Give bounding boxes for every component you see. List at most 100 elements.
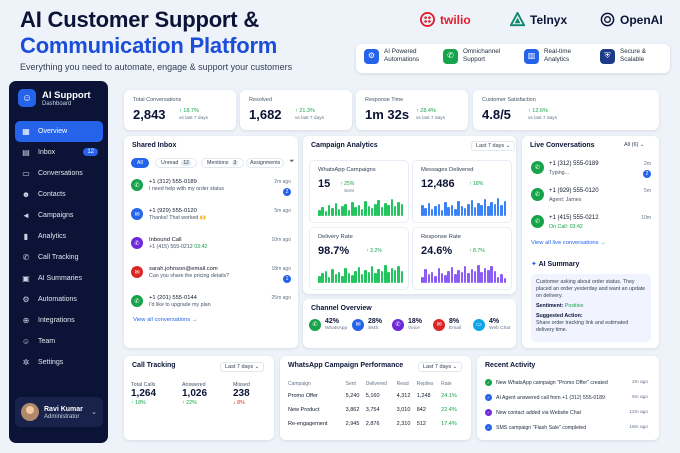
live-conversation-item[interactable]: ✆ +1 (929) 555-0120 Agent: James 5m bbox=[531, 188, 651, 218]
spark-bar bbox=[324, 211, 328, 216]
metric-value: 15 bbox=[318, 178, 331, 190]
sidebar-item-conversations[interactable]: ▭ Conversations bbox=[15, 163, 103, 184]
user-menu[interactable]: Ravi Kumar Administrator ⌄ bbox=[15, 397, 103, 427]
spark-bar bbox=[460, 272, 464, 283]
sidebar-item-label: Conversations bbox=[38, 170, 83, 177]
spark-bar bbox=[500, 205, 503, 216]
live-conversation-item[interactable]: ✆ +1 (415) 555-0212 On Call: 03:42 10m bbox=[531, 215, 651, 245]
spark-bar bbox=[450, 267, 454, 283]
spark-bar bbox=[483, 268, 487, 283]
view-all-live-link[interactable]: View all live conversations → bbox=[531, 240, 606, 246]
spark-bar bbox=[354, 271, 357, 283]
spark-bar bbox=[367, 272, 370, 283]
sidebar-item-team[interactable]: ☺ Team bbox=[15, 331, 103, 352]
spark-bar bbox=[380, 271, 384, 283]
sidebar-item-label: Team bbox=[38, 338, 56, 345]
inbox-count-badge: 12 bbox=[83, 148, 98, 156]
sidebar-item-ai-summaries[interactable]: ▣ AI Summaries bbox=[15, 268, 103, 289]
spark-bar bbox=[473, 271, 477, 283]
sidebar-item-inbox[interactable]: ▤ Inbox 12 bbox=[15, 142, 103, 163]
calls-value: 1,026 bbox=[182, 388, 208, 399]
filter-unread[interactable]: Unread 12 bbox=[155, 158, 197, 168]
sidebar-item-settings[interactable]: ✲ Settings bbox=[15, 352, 103, 373]
panel-title: Campaign Analytics bbox=[311, 142, 378, 149]
panel-title: Recent Activity bbox=[485, 362, 536, 369]
sidebar-item-automations[interactable]: ⚙ Automations bbox=[15, 289, 103, 310]
metric-label: Response Rate bbox=[421, 234, 461, 240]
sidebar-item-overview[interactable]: ▦ Overview bbox=[15, 121, 103, 142]
list-item[interactable]: ✉ sarah.johnson@email.com Can you share t… bbox=[131, 265, 291, 291]
column-header: Replies bbox=[416, 381, 434, 387]
call-duration: 03:42 bbox=[194, 244, 208, 250]
filter-mentions[interactable]: Mentions 3 bbox=[201, 158, 245, 168]
spark-bar bbox=[437, 204, 440, 216]
plug-icon: ⊕ bbox=[22, 316, 30, 325]
spark-bar bbox=[337, 272, 341, 283]
spark-bar bbox=[473, 207, 477, 216]
sms-icon: ✓ bbox=[485, 424, 492, 431]
sidebar-item-call-tracking[interactable]: ✆ Call Tracking bbox=[15, 247, 103, 268]
sidebar-item-label: Integrations bbox=[38, 317, 75, 324]
channel-whatsapp: ✆ 42% WhatsApp bbox=[309, 318, 347, 331]
list-item[interactable]: ✉ +1 (929) 555-0120 Thanks! That worked 🙌… bbox=[131, 207, 291, 233]
robot-logo-icon: ☺ bbox=[18, 89, 36, 107]
spark-bar bbox=[480, 272, 483, 283]
spark-bar bbox=[327, 205, 331, 216]
spark-bar bbox=[440, 210, 444, 216]
sidebar-item-integrations[interactable]: ⊕ Integrations bbox=[15, 310, 103, 331]
channel-name: Voice bbox=[408, 326, 420, 331]
activity-item[interactable]: ✓ AI Agent answered call from +1 (312) 55… bbox=[485, 392, 648, 403]
spark-bar bbox=[377, 269, 380, 283]
perf-range-select[interactable]: Last 7 days ⌄ bbox=[418, 362, 463, 372]
calls-range-select[interactable]: Last 7 days ⌄ bbox=[220, 362, 265, 372]
sidebar-item-analytics[interactable]: ▮ Analytics bbox=[15, 226, 103, 247]
metric-sparkbars bbox=[421, 198, 507, 216]
feature-secure: ⛨ Secure & Scalable bbox=[600, 48, 646, 64]
spark-bar bbox=[344, 204, 347, 216]
calls-change: ↓ 8% bbox=[233, 400, 245, 406]
stat-label: Response Time bbox=[365, 97, 404, 103]
activity-item[interactable]: ✓ New WhatsApp campaign "Promo Offer" cre… bbox=[485, 377, 648, 388]
feature-label: Real-time Analytics bbox=[544, 48, 571, 63]
conv-message: I need help with my order status bbox=[149, 186, 225, 192]
sidebar-item-campaigns[interactable]: ◄ Campaigns bbox=[15, 205, 103, 226]
table-row[interactable]: Promo Offer 5,240 5,160 4,312 1,248 24.1… bbox=[288, 389, 464, 403]
activity-text: AI Agent answered call from +1 (312) 555… bbox=[496, 394, 605, 401]
table-cell: 3,862 bbox=[345, 407, 360, 413]
view-all-conversations-link[interactable]: View all conversations → bbox=[133, 317, 198, 323]
spark-bar bbox=[400, 271, 403, 283]
table-cell: 842 bbox=[416, 407, 426, 413]
activity-item[interactable]: ✓ New contact added via Website Chat 12m a… bbox=[485, 407, 648, 418]
list-item[interactable]: ✆ +1 (312) 555-0189 I need help with my o… bbox=[131, 178, 291, 204]
spark-bar bbox=[477, 203, 480, 216]
feature-label: Secure & Scalable bbox=[620, 48, 646, 63]
list-item[interactable]: ✆ Inbound Call +1 (415) 555-0212 03:42 10… bbox=[131, 236, 291, 262]
calls-label: Missed bbox=[233, 382, 250, 388]
user-name: Ravi Kumar bbox=[44, 405, 83, 413]
spark-bar bbox=[460, 206, 464, 216]
metric-sparkbars bbox=[318, 198, 404, 216]
ai-summary-title-text: AI Summary bbox=[538, 261, 580, 268]
whatsapp-performance-panel: WhatsApp Campaign Performance Last 7 day… bbox=[280, 356, 471, 440]
campaign-range-select[interactable]: Last 7 days ⌄ bbox=[471, 141, 516, 151]
list-item[interactable]: ✆ +1 (201) 555-0144 I'd like to upgrade m… bbox=[131, 294, 291, 320]
filter-all[interactable]: All bbox=[131, 158, 149, 168]
conv-name: Inbound Call bbox=[149, 237, 182, 243]
live-conversation-item[interactable]: ✆ +1 (312) 555-0189 Typing... 2m 2 bbox=[531, 161, 651, 191]
metric-response-rate: Response Rate 24.6% ↑ 8.7% bbox=[412, 227, 512, 290]
sidebar-item-contacts[interactable]: ☻ Contacts bbox=[15, 184, 103, 205]
spark-bar bbox=[457, 270, 460, 283]
spark-bar bbox=[377, 200, 380, 216]
filter-assignments[interactable]: Assignments bbox=[246, 158, 285, 168]
filter-label: Unread bbox=[161, 160, 179, 166]
activity-item[interactable]: ✓ SMS campaign "Flash Sale" completed 18m … bbox=[485, 422, 648, 433]
spark-bar bbox=[331, 208, 334, 216]
table-row[interactable]: New Product 3,862 3,754 3,010 842 22.4% bbox=[288, 403, 464, 417]
sidebar-item-label: Overview bbox=[38, 128, 68, 135]
unread-badge: 2 bbox=[283, 188, 291, 196]
filter-funnel-icon[interactable]: ⏷ bbox=[289, 158, 295, 165]
live-filter-select[interactable]: All (6) ⌄ bbox=[620, 141, 649, 149]
live-status: On Call: 03:42 bbox=[549, 224, 583, 230]
email-icon: ✉ bbox=[433, 318, 445, 331]
table-row[interactable]: Re-engagement 2,945 2,876 2,310 512 17.4… bbox=[288, 417, 464, 431]
